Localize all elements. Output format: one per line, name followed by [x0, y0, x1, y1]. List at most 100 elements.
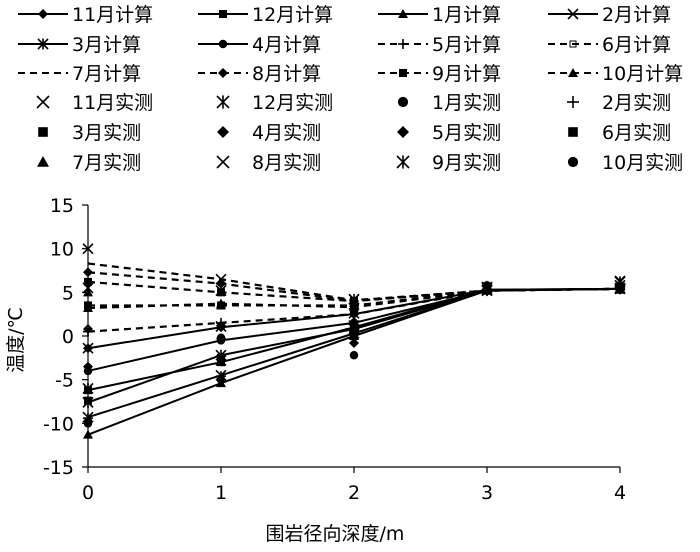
x-tick-label: 2	[348, 482, 360, 504]
legend-label: 7月计算	[72, 63, 141, 85]
legend-marker	[396, 155, 410, 169]
legend-marker	[398, 9, 408, 18]
legend-marker	[567, 156, 579, 168]
legend-marker	[218, 39, 228, 49]
legend-entry-10: 9月计算	[378, 63, 501, 85]
data-point-21-0	[82, 243, 94, 255]
legend-marker	[397, 96, 409, 108]
legend-entry-6: 5月计算	[378, 34, 501, 56]
legend-label: 7月实测	[72, 152, 141, 174]
data-point-23-0	[83, 417, 93, 426]
data-point-2-0	[83, 429, 93, 439]
legend-entry-19: 6月实测	[568, 122, 671, 144]
y-tick-label: 0	[62, 326, 74, 348]
legend-label: 10月计算	[602, 63, 683, 85]
data-point-19-0	[84, 301, 92, 310]
data-point-13-0	[82, 382, 94, 394]
plot-area: 0 1 2 3 4 15 10 5 0 -5 -10 -15	[43, 195, 626, 504]
legend-entry-12: 11月实测	[36, 92, 153, 114]
legend-marker	[38, 127, 48, 137]
data-point-10-0	[84, 277, 92, 286]
legend-marker	[216, 155, 230, 169]
data-point-22-0	[82, 282, 94, 294]
legend-entry-20: 7月实测	[37, 152, 141, 174]
data-point-23-4	[615, 281, 625, 291]
legend-label: 2月实测	[602, 92, 671, 114]
legend-entry-14: 1月实测	[397, 92, 501, 114]
legend-entry-13: 12月实测	[216, 92, 333, 114]
data-point-17-2	[349, 317, 359, 328]
x-tick-label: 0	[82, 482, 94, 504]
legend-marker	[567, 96, 579, 108]
legend-label: 8月计算	[252, 63, 321, 85]
legend-entry-21: 8月实测	[216, 152, 321, 174]
legend-marker	[399, 69, 407, 77]
legend-marker	[217, 126, 229, 138]
legend-label: 11月实测	[72, 92, 153, 114]
legend-entry-0: 11月计算	[18, 4, 153, 26]
legend-entry-22: 9月实测	[396, 152, 501, 174]
legend-label: 2月计算	[602, 4, 671, 26]
y-tick-label: -15	[43, 457, 74, 479]
legend-entry-17: 4月实测	[217, 122, 321, 144]
x-tick-label: 4	[614, 482, 626, 504]
y-tick-label: -10	[43, 413, 74, 435]
legend-label: 1月计算	[432, 4, 501, 26]
y-tick-label: 10	[50, 239, 74, 261]
data-point-22-2	[348, 293, 360, 305]
legend-label: 9月计算	[432, 63, 501, 85]
series-markers	[82, 243, 626, 439]
legend-entry-23: 10月实测	[567, 152, 683, 174]
legend-marker	[568, 127, 578, 137]
data-point-18-2	[349, 337, 359, 348]
legend-label: 4月实测	[252, 122, 321, 144]
data-point-18-0	[83, 324, 93, 335]
x-axis-title: 围岩径向深度/m	[266, 523, 405, 545]
legend-entry-1: 12月计算	[198, 4, 333, 26]
data-point-23-3	[482, 281, 492, 290]
legend-marker	[568, 68, 578, 77]
axis-ticks: 0 1 2 3 4 15 10 5 0 -5 -10 -15	[43, 195, 626, 504]
legend-label: 5月实测	[432, 122, 501, 144]
legend-label: 8月实测	[252, 152, 321, 174]
y-tick-label: 15	[50, 195, 74, 217]
legend-marker	[569, 40, 577, 48]
legend-entry-4: 3月计算	[18, 34, 141, 56]
legend-entry-8: 7月计算	[18, 63, 141, 85]
data-point-18-1	[216, 320, 226, 331]
data-point-17-0	[83, 361, 93, 372]
legend-entry-9: 8月计算	[198, 63, 321, 85]
legend-label: 3月计算	[72, 34, 141, 56]
data-point-9-0	[83, 267, 93, 278]
legend-label: 3月实测	[72, 122, 141, 144]
calculated-series-lines	[87, 262, 621, 436]
legend-entry-15: 2月实测	[567, 92, 671, 114]
data-point-23-2	[349, 350, 359, 360]
legend: 11月计算 12月计算 1月计算 2月计算 3月计算 4月计算 5月计算 6月计算 7月计算 8月…	[18, 4, 683, 174]
legend-marker	[398, 39, 408, 49]
legend-marker	[397, 126, 409, 138]
legend-label: 4月计算	[252, 34, 321, 56]
legend-marker	[216, 95, 230, 109]
legend-marker	[218, 68, 228, 78]
data-point-19-2	[350, 305, 358, 314]
data-point-22-1	[215, 285, 227, 297]
legend-entry-3: 2月计算	[548, 4, 671, 26]
data-point-23-1	[216, 333, 226, 342]
legend-marker	[36, 95, 50, 109]
legend-label: 1月实测	[432, 92, 501, 114]
data-point-15-1	[216, 371, 226, 382]
legend-label: 12月实测	[252, 92, 333, 114]
legend-entry-5: 4月计算	[198, 34, 321, 56]
legend-entry-2: 1月计算	[378, 4, 501, 26]
legend-marker	[219, 10, 227, 18]
legend-entry-18: 5月实测	[397, 122, 501, 144]
legend-label: 9月实测	[432, 152, 501, 174]
legend-label: 5月计算	[432, 34, 501, 56]
legend-entry-11: 10月计算	[548, 63, 683, 85]
x-tick-label: 3	[481, 482, 493, 504]
y-tick-label: 5	[62, 282, 74, 304]
data-point-16-1	[217, 353, 225, 362]
y-tick-label: -5	[55, 370, 74, 392]
